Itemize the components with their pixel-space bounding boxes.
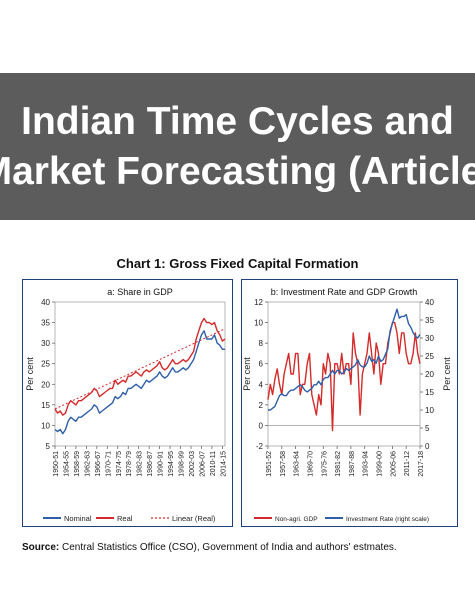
y-axis-label: Per cent (242, 357, 252, 391)
y-right-tick-label: 5 (425, 424, 430, 433)
x-tick-label: 1975-76 (321, 451, 328, 477)
x-tick-label: 2011-12 (404, 451, 411, 476)
x-tick-label: 1993-94 (363, 451, 370, 477)
x-tick-label: 1969-70 (307, 451, 314, 477)
series-nominal-line (54, 330, 225, 435)
plot-area (54, 301, 226, 447)
series-non-agri-gdp-line (267, 321, 421, 432)
y-tick-label: 35 (41, 319, 50, 328)
x-tick-label: 1994-95 (168, 451, 175, 477)
x-tick-label: 2005-06 (390, 451, 397, 477)
banner-title-line1: Indian Time Cycles and (21, 99, 454, 143)
x-tick-label: 1958-59 (74, 451, 81, 477)
y-right-tick-label: 15 (425, 388, 434, 397)
y-tick-label: 20 (41, 380, 50, 389)
series-real-line (54, 317, 226, 416)
series-linear-real-line (54, 328, 226, 410)
legend-label: Linear (Real) (172, 514, 216, 523)
legend-label: Investment Rate (right scale) (346, 516, 429, 523)
x-tick-label: 1999-00 (377, 451, 384, 477)
chart-investment-rate-gdp-growth: b: Investment Rate and GDP Growth -2 0 2 4 6 8… (242, 287, 452, 523)
x-tick-label: 2010-11 (210, 451, 217, 476)
y-right-tick-label: 25 (425, 352, 434, 361)
x-tick-label: 1978-79 (126, 451, 133, 477)
y-tick-label: 10 (41, 421, 50, 430)
source-label: Source: (22, 542, 60, 553)
y-tick-label: 6 (259, 360, 264, 369)
x-tick-label: 2006-07 (199, 451, 206, 477)
x-tick-label: 1974-75 (116, 451, 123, 477)
x-tick-label: 1987-88 (349, 451, 356, 477)
y-axis-label: Per cent (25, 357, 35, 391)
x-tick-label: 1954-55 (63, 451, 70, 477)
y-tick-label: 25 (41, 360, 50, 369)
y-tick-label: 2 (259, 401, 264, 410)
y-right-tick-label: 20 (425, 370, 434, 379)
x-tick-label: 1982-83 (137, 451, 144, 477)
x-tick-label: 1950-51 (53, 451, 60, 477)
x-tick-label: 1970-71 (105, 451, 112, 477)
y-tick-label: 15 (41, 401, 50, 410)
y-right-tick-label: 30 (425, 334, 434, 343)
y-right-tick-label: 35 (425, 316, 434, 325)
x-tick-label: 1990-91 (158, 451, 165, 477)
y-tick-label: 10 (254, 319, 263, 328)
x-tick-label: 1998-99 (179, 451, 186, 477)
chart-share-in-gdp: a: Share in GDP 5 10 15 20 25 30 35 40 Per cent 19… (25, 287, 227, 523)
x-tick-label: 1962-63 (84, 451, 91, 477)
x-tick-label: 1981-82 (335, 451, 342, 477)
y-tick-label: -2 (256, 442, 264, 451)
chart-title: Chart 1: Gross Fixed Capital Formation (116, 256, 359, 271)
chart-panel-share-in-gdp: a: Share in GDP 5 10 15 20 25 30 35 40 Per cent 19… (22, 279, 233, 527)
x-tick-label: 1951-52 (266, 451, 273, 477)
x-tick-label: 2002-03 (189, 451, 196, 477)
y-tick-label: 8 (259, 339, 264, 348)
chart-panel-investment-rate-gdp-growth: b: Investment Rate and GDP Growth -2 0 2 4 6 8… (241, 279, 458, 527)
y-tick-label: 4 (259, 380, 264, 389)
legend-label: Nominal (64, 514, 92, 523)
source-note: Source: Central Statistics Office (CSO),… (22, 542, 397, 553)
y-tick-label: 12 (254, 298, 263, 307)
panel-title: b: Investment Rate and GDP Growth (271, 287, 417, 297)
series-investment-rate-line (268, 308, 421, 411)
x-tick-label: 2017-18 (418, 451, 425, 477)
x-tick-label: 1966-67 (95, 451, 102, 477)
banner-title-line2: Market Forecasting (Article) (0, 149, 475, 193)
title-banner: Indian Time Cycles and Market Forecastin… (0, 73, 475, 220)
y-right-tick-label: 40 (425, 298, 434, 307)
y-right-tick-label: 0 (425, 442, 430, 451)
y-right-axis-label: Per cent (442, 357, 452, 391)
x-tick-label: 1963-64 (294, 451, 301, 477)
y-tick-label: 5 (46, 442, 51, 451)
y-tick-label: 0 (259, 421, 264, 430)
x-tick-label: 1986-87 (147, 451, 154, 477)
legend-label: Non-agri. GDP (275, 516, 318, 523)
y-right-tick-label: 10 (425, 406, 434, 415)
x-tick-label: 2014-15 (220, 451, 227, 477)
source-text: Central Statistics Office (CSO), Governm… (62, 542, 397, 553)
panel-title: a: Share in GDP (107, 287, 173, 297)
y-tick-label: 40 (41, 298, 50, 307)
y-tick-label: 30 (41, 339, 50, 348)
legend-label: Real (117, 514, 133, 523)
x-tick-label: 1957-58 (280, 451, 287, 477)
